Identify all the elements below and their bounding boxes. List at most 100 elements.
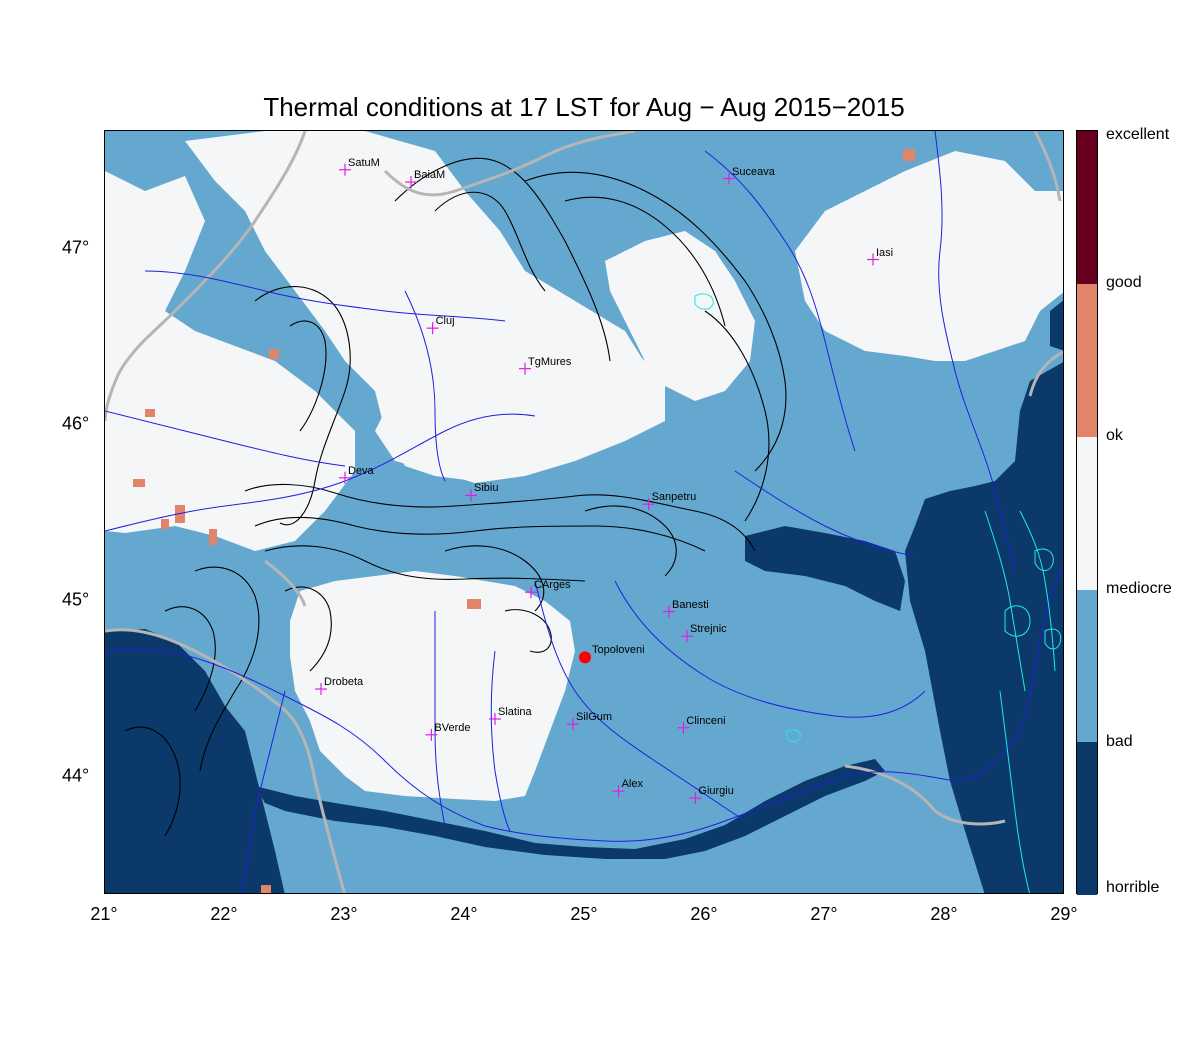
lake-outline [694,293,714,310]
terrain-contours [124,157,787,837]
border-line [383,131,636,197]
city-label: SatuM [348,156,380,169]
coast-line [1019,510,1056,672]
lon-tick-label: 28° [930,904,958,924]
region-ok-moldavia [795,151,1063,361]
city-marker [867,253,879,266]
region-horrible-southwest [105,629,285,893]
city-label: Strejnic [690,623,727,636]
city-label: Suceava [732,165,775,178]
lon-tick-label: 25° [570,904,598,924]
contour-line [524,171,787,472]
river [534,580,746,822]
lon-tick-label: 24° [450,904,478,924]
map-frame [104,130,1064,894]
region-ok-transylvania [325,241,650,481]
border-line [1028,350,1063,397]
station-label: Topoloveni [592,644,645,657]
city-marker [612,785,625,798]
region-ok-northwest [105,171,355,551]
contour-line [244,483,756,552]
good-patch [145,409,155,417]
city-label: Cluj [435,315,455,328]
good-patch [133,479,145,487]
city-label: Drobeta [324,676,364,689]
city-marker [315,683,327,696]
coast-line [999,690,1031,893]
city-label: Slatina [498,705,532,718]
border-line [264,559,307,607]
contour-line [164,606,216,712]
colorbar-label-bad: bad [1106,733,1133,750]
border-line [105,131,307,422]
contour-line [194,566,260,772]
lon-tick-label: 26° [690,904,718,924]
city-marker [663,605,675,618]
city-label: Sibiu [474,482,499,495]
region-horrible-danube-south [255,759,885,859]
contour-line [124,726,181,837]
river [704,150,856,452]
city-marker [519,362,531,375]
region-horrible-danube-se [745,526,905,611]
lat-tick-label: 47° [62,237,90,258]
river [434,611,446,827]
contour-line [564,196,726,327]
region-horrible-northeast [1050,300,1063,351]
lon-tick-label: 29° [1050,904,1078,924]
river [404,290,446,482]
contour-line [394,157,611,362]
city-label: Clinceni [686,714,726,727]
lake-outline [1044,628,1062,650]
station-marker [579,651,591,664]
lake-outline [1004,605,1031,637]
border-line [105,628,346,893]
city-marker [642,498,655,511]
city-marker [465,489,477,502]
coast-line [984,510,1026,692]
city-label: Iasi [876,246,894,259]
good-patch [261,885,271,893]
region-ok-plain [290,571,575,801]
river [490,650,511,832]
contour-line [434,191,546,292]
good-patch [175,505,185,523]
city-label: Giurgiu [698,785,734,798]
city-marker [405,176,417,189]
lon-tick-label: 22° [210,904,238,924]
city-marker [681,630,693,643]
city-marker [525,586,537,599]
colorbar-label-excellent: excellent [1106,126,1170,143]
city-marker [426,322,439,335]
colorbar-label-mediocre: mediocre [1106,580,1172,597]
contour-line [504,609,552,653]
contour-line [284,586,332,672]
lon-tick-label: 27° [810,904,838,924]
city-label: SilGum [576,711,613,724]
thermal-map [105,131,1063,893]
colorbar-segment-good [1077,284,1097,437]
city-label: BVerde [434,721,471,734]
horrible-areas [105,300,1063,893]
good-patch [161,519,169,529]
colorbar-segment-horrible [1077,742,1097,895]
colorbar-label-ok: ok [1106,427,1123,444]
city-marker [489,712,501,725]
river [144,270,506,322]
lon-tick-label: 21° [90,904,118,924]
station-dot [579,651,591,664]
city-label: CArges [534,579,571,592]
lakes-coast [694,293,1062,893]
contour-line [584,505,677,577]
good-patch [269,349,279,359]
colorbar-segment-ok [1077,437,1097,590]
contour-line [254,516,706,552]
river [934,131,1016,572]
country-border [105,131,1063,893]
ok-areas [105,131,1063,801]
map-title: Thermal conditions at 17 LST for Aug − A… [263,92,905,122]
contour-line [264,545,586,582]
river [105,410,346,467]
colorbar-segment-bad [1077,590,1097,742]
city-label: BaiaM [414,169,446,182]
